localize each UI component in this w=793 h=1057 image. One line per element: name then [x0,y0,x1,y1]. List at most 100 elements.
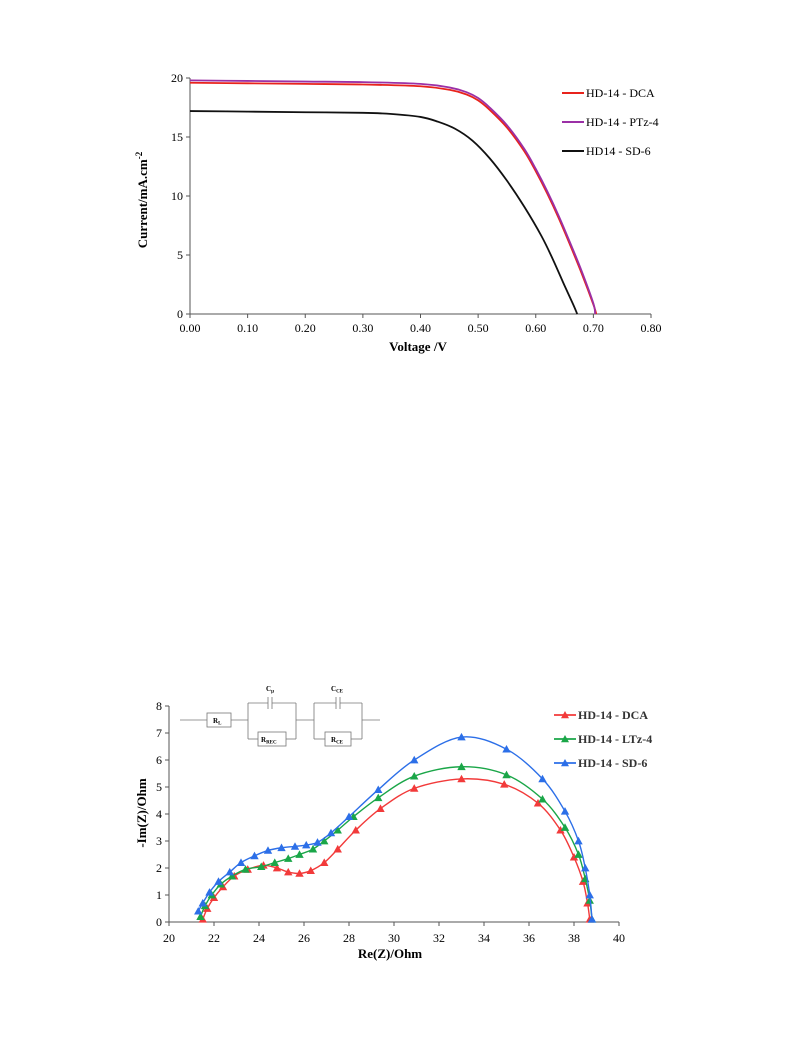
c2-point-hd-14-sd-6 [502,745,511,753]
c2-point-hd-14-sd-6 [410,755,419,764]
c2-point-hd-14-ltz-4 [308,844,318,853]
nyquist-x-axis-title: Re(Z)/Ohm [358,946,422,961]
c1-legend-label-hd14-sd-6: HD14 - SD-6 [586,144,651,158]
circuit-label-cmu: Cμ [266,685,274,695]
c2-point-hd-14-dca [295,869,304,877]
c2-point-hd-14-sd-6 [194,907,203,915]
c2-point-hd-14-ltz-4 [257,862,266,871]
c1-series-line-hd-14-ptz-4 [189,79,596,315]
c2-point-hd-14-sd-6 [326,828,336,837]
c2-point-hd-14-sd-6 [574,836,583,845]
c2-point-hd-14-sd-6 [236,858,246,866]
c2-y-tick-label: 3 [156,834,162,848]
circuit-label-cce: CCE [331,685,344,695]
c2-point-hd-14-ltz-4 [320,836,329,845]
c2-y-tick-label: 0 [156,915,162,929]
c2-point-hd-14-sd-6 [290,842,300,850]
c1-series-line-hd14-sd-6 [189,110,579,315]
nyquist-y-ticks: 0 1 2 3 4 5 6 7 8 [156,699,169,929]
c2-x-tick-label: 24 [253,931,265,945]
c2-point-hd-14-dca [533,799,543,807]
c2-y-tick-label: 5 [156,780,162,794]
c2-x-tick-label: 26 [298,931,310,945]
c2-point-hd-14-dca [284,867,293,876]
c2-point-hd-14-dca [333,844,342,853]
c2-legend-marker-hd-14-sd-6 [561,759,569,767]
c2-point-hd-14-sd-6 [585,890,594,899]
c2-point-hd-14-ltz-4 [560,823,570,831]
c1-y-tick-label: 15 [171,130,183,144]
c2-point-hd-14-ltz-4 [227,871,237,880]
c2-point-hd-14-sd-6 [225,867,234,876]
c2-point-hd-14-dca [272,863,282,872]
jv-y-ticks: 0 5 10 15 20 [171,71,190,321]
c1-y-tick-label: 0 [177,307,183,321]
c2-point-hd-14-dca [376,804,385,812]
c2-point-hd-14-sd-6 [198,898,207,907]
c2-legend-label-hd-14-sd-6: HD-14 - SD-6 [578,756,647,770]
c2-point-hd-14-sd-6 [587,915,597,923]
c1-y-tick-label: 20 [171,71,183,85]
c2-series-line-hd-14-ltz-4 [199,766,593,920]
c2-point-hd-14-sd-6 [344,812,354,821]
jv-x-ticks: 0.00 0.10 0.20 0.30 0.40 0.50 0.60 0.70 0.80 [180,314,662,335]
c2-legend-marker-hd-14-dca [561,711,569,719]
c2-point-hd-14-dca [569,853,579,861]
c2-x-tick-label: 20 [163,931,175,945]
jv-axes [189,78,651,315]
c2-y-tick-label: 2 [156,861,162,875]
c2-point-hd-14-dca [320,858,329,866]
c2-point-hd-14-sd-6 [205,888,214,896]
c1-x-tick-label: 0.20 [295,321,316,335]
c2-point-hd-14-sd-6 [214,877,223,885]
jv-y-axis-title-sup: -2 [134,151,144,159]
jv-legend: HD-14 - DCA HD-14 - PTz-4 HD14 - SD-6 [562,86,659,158]
circuit-label-rl: RL [213,717,222,727]
jv-curve-chart: 0.00 0.10 0.20 0.30 0.40 0.50 0.60 0.70 0.80 0 5 1… [134,71,662,354]
c2-point-hd-14-ltz-4 [410,772,419,780]
c2-y-tick-label: 1 [156,888,162,902]
c2-legend-label-hd-14-dca: HD-14 - DCA [578,708,648,722]
jv-x-axis-title: Voltage /V [389,339,447,354]
c2-y-tick-label: 6 [156,753,162,767]
c2-x-tick-label: 30 [388,931,400,945]
c1-y-tick-label: 5 [177,248,183,262]
c1-x-tick-label: 0.00 [180,321,201,335]
c1-x-tick-label: 0.60 [525,321,546,335]
c2-point-hd-14-ltz-4 [457,762,466,771]
c2-x-tick-label: 22 [208,931,220,945]
c2-point-hd-14-ltz-4 [574,850,583,858]
c1-x-tick-label: 0.80 [641,321,662,335]
c2-point-hd-14-sd-6 [581,863,590,872]
c2-point-hd-14-dca [457,774,466,783]
c2-point-hd-14-sd-6 [560,807,570,815]
nyquist-legend: HD-14 - DCA HD-14 - LTz-4 HD-14 - SD-6 [554,708,652,770]
nyquist-x-ticks: 20 22 24 26 28 30 32 34 36 38 40 [163,922,625,945]
c2-series-line-hd-14-sd-6 [197,736,593,920]
c2-point-hd-14-sd-6 [302,840,311,849]
nyquist-y-axis-title: -Im(Z)/Ohm [134,778,149,848]
c2-y-tick-label: 7 [156,726,162,740]
c2-point-hd-14-dca [410,784,419,792]
c1-legend-label-hd-14-dca: HD-14 - DCA [586,86,655,100]
c2-point-hd-14-ltz-4 [284,854,293,862]
c1-x-tick-label: 0.30 [352,321,373,335]
c2-point-hd-14-ltz-4 [270,858,279,866]
circuit-label-rrec: RREC [261,736,277,746]
nyquist-axes [168,706,619,923]
c2-x-tick-label: 40 [613,931,625,945]
c2-point-hd-14-ltz-4 [374,793,383,802]
c2-point-hd-14-ltz-4 [196,912,205,920]
c2-point-hd-14-sd-6 [250,851,259,860]
c2-legend-marker-hd-14-ltz-4 [561,735,569,743]
jv-y-axis-title-main: Current/mA.cm [135,159,150,248]
c1-y-tick-label: 10 [171,189,183,203]
c2-y-tick-label: 4 [156,807,162,821]
c1-x-tick-label: 0.70 [583,321,604,335]
c2-point-hd-14-dca [500,780,509,788]
circuit-label-rce: RCE [331,736,344,746]
c2-point-hd-14-ltz-4 [333,826,342,834]
jv-series [189,79,598,315]
c2-point-hd-14-ltz-4 [295,850,304,858]
